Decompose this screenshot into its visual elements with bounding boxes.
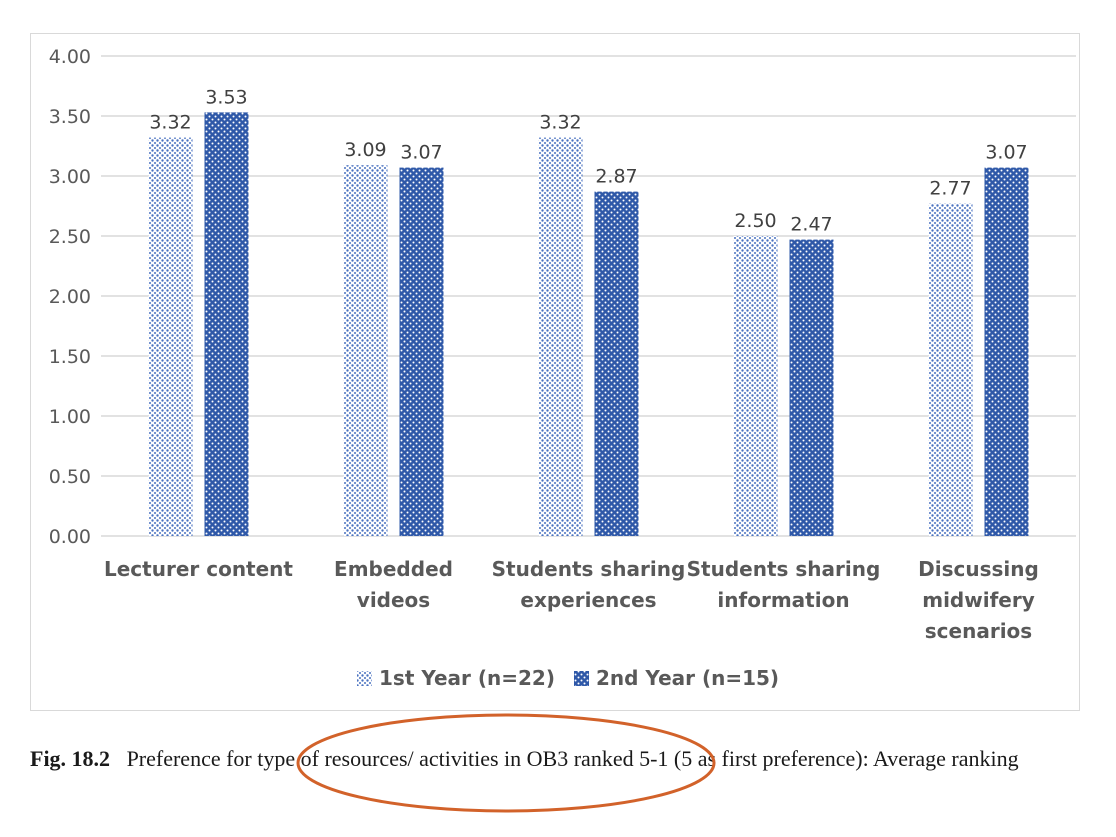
data-label: 3.53 bbox=[205, 86, 247, 108]
data-label: 3.32 bbox=[539, 112, 581, 134]
chart-frame: 0.00 0.50 1.00 1.50 2.00 2.50 3.00 3.50 4.00 3.32… bbox=[30, 33, 1080, 711]
bar-series-1 bbox=[148, 137, 193, 536]
y-tick-label: 0.00 bbox=[49, 526, 91, 548]
legend-label: 2nd Year (n=15) bbox=[596, 666, 779, 690]
caption-text: Preference for type of resources/ activi… bbox=[126, 746, 1019, 771]
bar-series-2 bbox=[789, 239, 834, 536]
data-label: 2.87 bbox=[595, 166, 637, 188]
x-category-label: Students sharing information bbox=[687, 557, 881, 612]
figure-number: Fig. 18.2 bbox=[30, 746, 111, 771]
y-tick-label: 2.50 bbox=[49, 226, 91, 248]
x-category-label: Lecturer content bbox=[104, 557, 293, 581]
bar-series-2 bbox=[594, 191, 639, 536]
y-tick-label: 4.00 bbox=[49, 46, 91, 68]
bar-series-2 bbox=[984, 167, 1029, 536]
data-label: 3.07 bbox=[400, 142, 442, 164]
x-category-label: Students sharing experiences bbox=[492, 557, 686, 612]
bar-chart: 0.00 0.50 1.00 1.50 2.00 2.50 3.00 3.50 4.00 3.32… bbox=[49, 46, 1076, 690]
bar-series-2 bbox=[204, 112, 249, 537]
y-tick-label: 3.50 bbox=[49, 106, 91, 128]
bar-series-1 bbox=[733, 236, 778, 536]
data-label: 3.32 bbox=[149, 112, 191, 134]
x-category-label: Discussing midwifery scenarios bbox=[918, 557, 1039, 643]
x-category-label: Embedded videos bbox=[334, 557, 453, 612]
data-label: 2.77 bbox=[929, 178, 971, 200]
y-tick-label: 3.00 bbox=[49, 166, 91, 188]
legend-label: 1st Year (n=22) bbox=[379, 666, 555, 690]
y-tick-label: 2.00 bbox=[49, 286, 91, 308]
figure-caption: Fig. 18.2 Preference for type of resourc… bbox=[30, 744, 1090, 774]
bar-series-1 bbox=[343, 165, 388, 536]
y-tick-label: 1.50 bbox=[49, 346, 91, 368]
legend-swatch bbox=[357, 671, 372, 686]
y-tick-label: 1.00 bbox=[49, 406, 91, 428]
data-label: 3.07 bbox=[985, 142, 1027, 164]
legend-swatch bbox=[574, 671, 589, 686]
bar-series-1 bbox=[928, 203, 973, 536]
y-tick-label: 0.50 bbox=[49, 466, 91, 488]
bar-series-2 bbox=[399, 167, 444, 536]
bar-series-1 bbox=[538, 137, 583, 536]
data-label: 3.09 bbox=[344, 139, 386, 161]
data-label: 2.50 bbox=[734, 210, 776, 232]
data-label: 2.47 bbox=[790, 214, 832, 236]
